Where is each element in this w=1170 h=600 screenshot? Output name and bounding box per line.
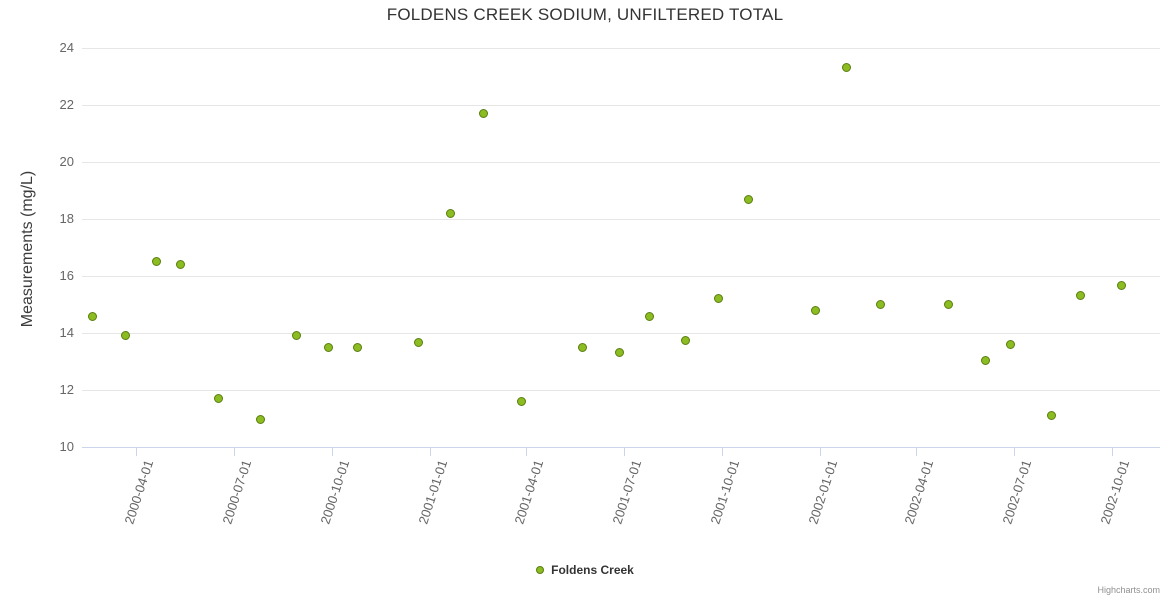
x-axis-tick-mark bbox=[136, 448, 138, 456]
gridline bbox=[82, 219, 1160, 220]
x-axis-tick-mark bbox=[721, 448, 723, 456]
x-axis-tick-label: 2001-07-01 bbox=[609, 458, 644, 526]
x-axis-tick-label: 2001-10-01 bbox=[707, 458, 743, 526]
data-point[interactable] bbox=[943, 300, 953, 309]
highcharts-credits-link[interactable]: Highcharts.com bbox=[1097, 585, 1160, 595]
data-point[interactable] bbox=[88, 312, 98, 322]
gridline bbox=[82, 390, 1160, 391]
x-axis-tick-mark bbox=[820, 448, 822, 456]
x-axis-line bbox=[82, 447, 1160, 448]
y-axis-tick-label: 20 bbox=[59, 154, 74, 169]
x-axis-tick-label: 2001-01-01 bbox=[415, 458, 451, 526]
plot-area bbox=[82, 48, 1160, 448]
x-axis-tick-mark bbox=[233, 448, 235, 456]
y-axis-tick-label: 14 bbox=[59, 325, 74, 340]
x-axis-tick-label: 2002-10-01 bbox=[1097, 458, 1133, 526]
x-axis-tick-label: 2000-10-01 bbox=[317, 458, 353, 526]
y-axis-tick-label: 16 bbox=[59, 268, 74, 283]
data-point[interactable] bbox=[152, 257, 162, 267]
data-point[interactable] bbox=[981, 355, 991, 365]
data-point[interactable] bbox=[1005, 339, 1015, 349]
data-point[interactable] bbox=[644, 312, 654, 322]
data-point[interactable] bbox=[292, 331, 302, 341]
data-point[interactable] bbox=[842, 63, 852, 73]
circle-marker-icon bbox=[536, 566, 545, 574]
x-axis-tick-mark bbox=[526, 448, 528, 456]
data-point[interactable] bbox=[414, 338, 424, 348]
gridline bbox=[82, 48, 1160, 49]
gridline bbox=[82, 276, 1160, 277]
legend-item-label: Foldens Creek bbox=[551, 563, 634, 577]
x-axis-tick-mark bbox=[1111, 448, 1113, 456]
x-axis-tick-label: 2000-04-01 bbox=[121, 458, 157, 526]
data-point[interactable] bbox=[479, 109, 489, 119]
legend-item-foldens-creek[interactable]: Foldens Creek bbox=[536, 563, 634, 577]
y-axis-title: Measurements (mg/L) bbox=[19, 170, 36, 328]
x-axis-tick-label: 2002-01-01 bbox=[805, 458, 841, 526]
data-point[interactable] bbox=[121, 331, 131, 341]
x-axis-tick-mark bbox=[1013, 448, 1015, 456]
x-axis-tick-mark bbox=[916, 448, 918, 456]
data-point[interactable] bbox=[614, 348, 624, 358]
chart-title: FOLDENS CREEK SODIUM, UNFILTERED TOTAL bbox=[386, 5, 784, 24]
gridline bbox=[82, 333, 1160, 334]
x-axis-tick-mark bbox=[623, 448, 625, 456]
data-point[interactable] bbox=[681, 335, 691, 345]
data-point[interactable] bbox=[811, 305, 821, 315]
gridline bbox=[82, 162, 1160, 163]
x-axis-tick-label: 2002-07-01 bbox=[999, 458, 1034, 526]
data-point[interactable] bbox=[175, 260, 185, 270]
data-point[interactable] bbox=[516, 396, 526, 406]
data-point[interactable] bbox=[1076, 291, 1086, 301]
data-point[interactable] bbox=[1046, 411, 1056, 421]
y-axis-tick-label: 24 bbox=[59, 40, 74, 55]
y-axis-tick-label: 12 bbox=[59, 382, 74, 397]
data-point[interactable] bbox=[875, 300, 885, 309]
y-axis-tick-label: 18 bbox=[59, 211, 74, 226]
gridline bbox=[82, 105, 1160, 106]
x-axis-tick-mark bbox=[332, 448, 333, 456]
data-point[interactable] bbox=[255, 415, 265, 425]
data-point[interactable] bbox=[324, 342, 334, 352]
data-point[interactable] bbox=[353, 342, 363, 352]
data-point[interactable] bbox=[446, 208, 456, 218]
data-point[interactable] bbox=[1117, 281, 1127, 291]
chart-legend: Foldens Creek bbox=[0, 563, 1170, 577]
data-point[interactable] bbox=[577, 342, 587, 352]
data-point[interactable] bbox=[744, 194, 754, 204]
x-axis-tick-mark bbox=[430, 448, 432, 456]
data-point[interactable] bbox=[714, 294, 724, 304]
x-axis-tick-label: 2001-04-01 bbox=[511, 458, 547, 526]
data-point[interactable] bbox=[214, 394, 224, 404]
y-axis-tick-label: 10 bbox=[59, 439, 74, 454]
x-axis-tick-label: 2000-07-01 bbox=[219, 458, 254, 526]
y-axis-tick-label: 22 bbox=[59, 97, 74, 112]
x-axis-tick-label: 2002-04-01 bbox=[901, 458, 937, 526]
